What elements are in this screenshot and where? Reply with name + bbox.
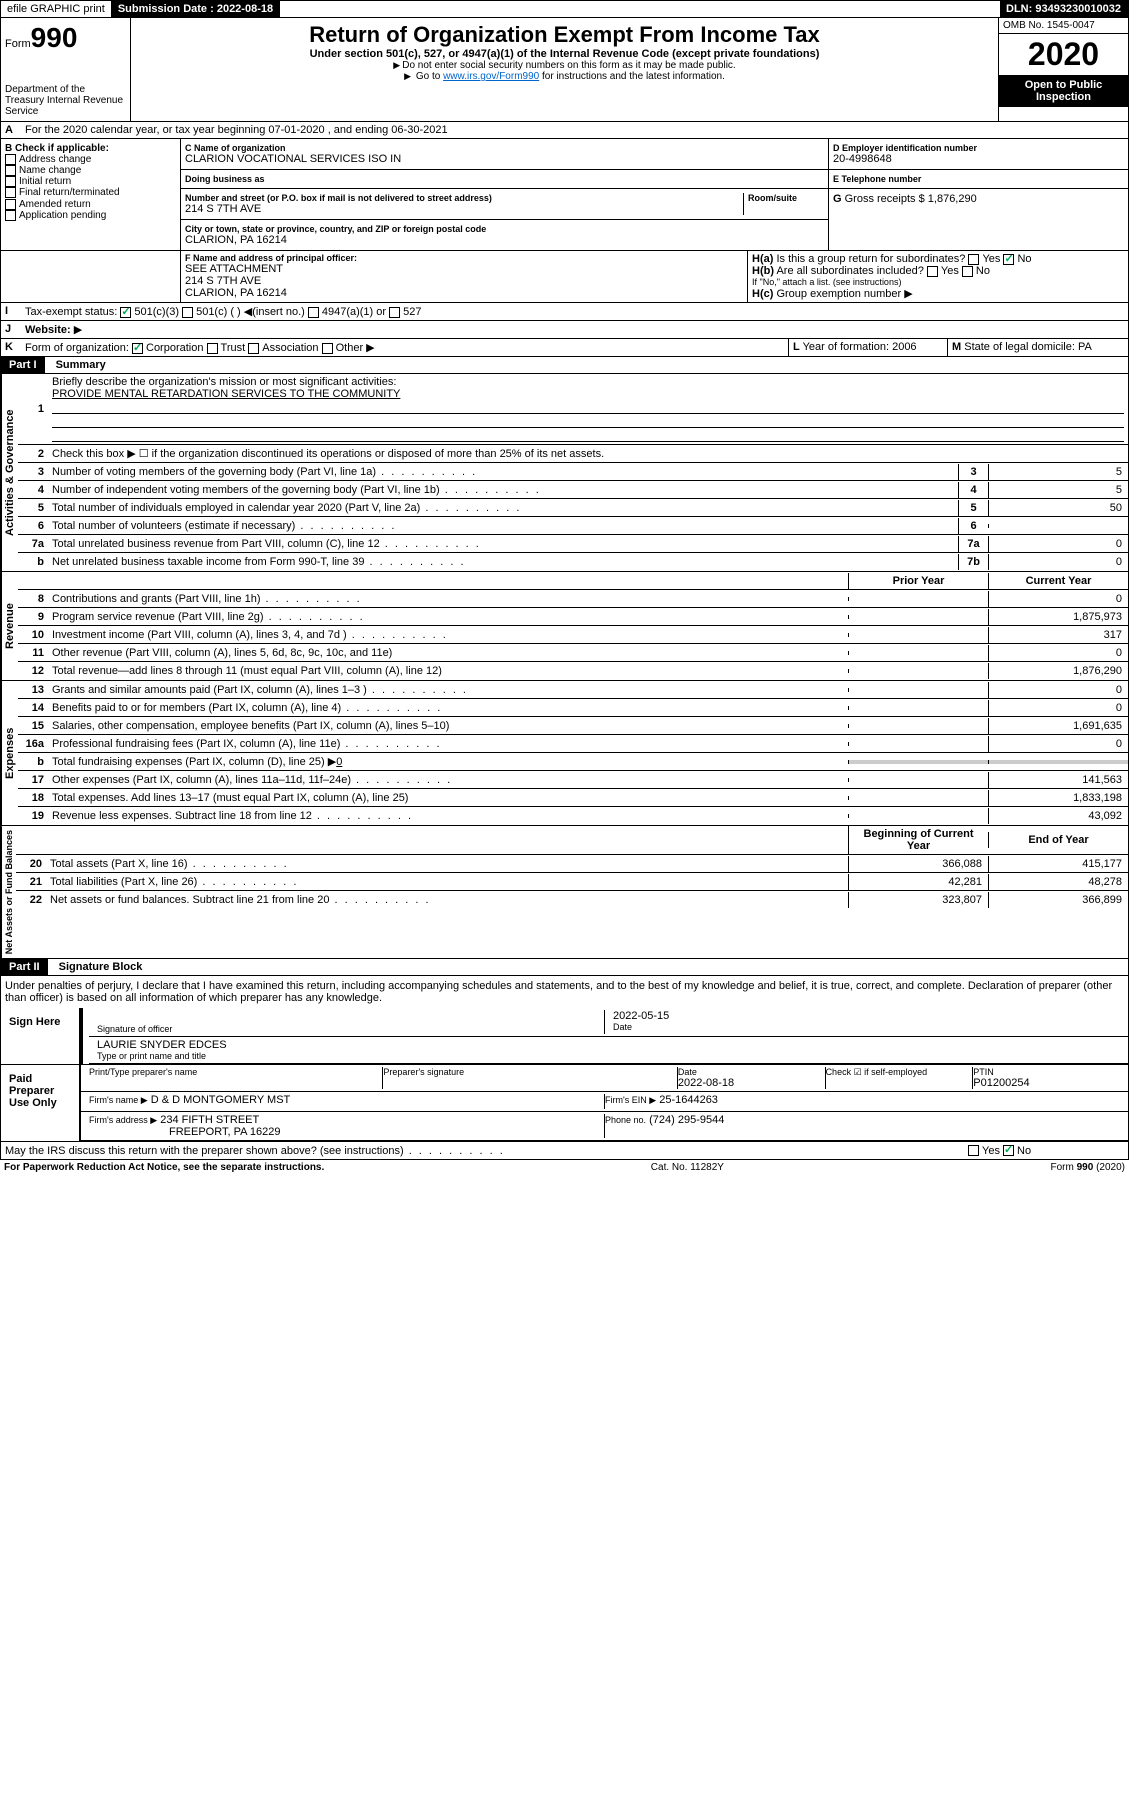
- state-domicile: PA: [1078, 341, 1092, 353]
- firm-phone: (724) 295-9544: [649, 1114, 724, 1126]
- org-address: 214 S 7TH AVE: [185, 203, 743, 215]
- l21-end: 48,278: [988, 874, 1128, 890]
- l15-cur: 1,691,635: [988, 718, 1128, 734]
- cb-other[interactable]: [322, 343, 333, 354]
- l6-val: [988, 524, 1128, 528]
- part1-activities: Activities & Governance 1 Briefly descri…: [0, 374, 1129, 572]
- cb-501c[interactable]: [182, 307, 193, 318]
- footer: For Paperwork Reduction Act Notice, see …: [0, 1160, 1129, 1175]
- ha-yes[interactable]: [968, 254, 979, 265]
- irs-link[interactable]: www.irs.gov/Form990: [443, 71, 539, 82]
- mission: PROVIDE MENTAL RETARDATION SERVICES TO T…: [52, 388, 1124, 400]
- l7b-val: 0: [988, 554, 1128, 570]
- dept-label: Department of the Treasury Internal Reve…: [5, 84, 126, 117]
- cb-501c3[interactable]: [120, 307, 131, 318]
- cb-app-pending[interactable]: [5, 210, 16, 221]
- hb-yes[interactable]: [927, 266, 938, 277]
- cb-assoc[interactable]: [248, 343, 259, 354]
- signature-section: Under penalties of perjury, I declare th…: [0, 976, 1129, 1160]
- form-number: 990: [31, 22, 78, 53]
- l12-cur: 1,876,290: [988, 663, 1128, 679]
- l14-cur: 0: [988, 700, 1128, 716]
- note-ssn: Do not enter social security numbers on …: [135, 60, 994, 71]
- cb-4947[interactable]: [308, 307, 319, 318]
- l22-end: 366,899: [988, 892, 1128, 908]
- l20-end: 415,177: [988, 856, 1128, 872]
- cb-address-change[interactable]: [5, 154, 16, 165]
- section-f-h: F Name and address of principal officer:…: [0, 251, 1129, 303]
- gross-receipts: 1,876,290: [928, 193, 977, 205]
- submission-date: Submission Date : 2022-08-18: [112, 1, 280, 17]
- tax-year: 2020: [999, 34, 1128, 75]
- part2-header: Part II Signature Block: [0, 959, 1129, 976]
- l16a-cur: 0: [988, 736, 1128, 752]
- discuss-yes[interactable]: [968, 1145, 979, 1156]
- l13-cur: 0: [988, 682, 1128, 698]
- l10-cur: 317: [988, 627, 1128, 643]
- topbar: efile GRAPHIC print Submission Date : 20…: [0, 0, 1129, 18]
- org-city: CLARION, PA 16214: [185, 234, 824, 246]
- part1-expenses: Expenses 13Grants and similar amounts pa…: [0, 681, 1129, 826]
- note-link: Go to www.irs.gov/Form990 for instructio…: [135, 71, 994, 82]
- l9-cur: 1,875,973: [988, 609, 1128, 625]
- section-j: J Website: ▶: [0, 321, 1129, 339]
- penalty-text: Under penalties of perjury, I declare th…: [1, 976, 1128, 1008]
- l19-cur: 43,092: [988, 808, 1128, 824]
- part1-revenue: Revenue Prior YearCurrent Year 8Contribu…: [0, 572, 1129, 681]
- open-public-label: Open to Public Inspection: [999, 75, 1128, 107]
- officer-name: SEE ATTACHMENT: [185, 263, 743, 275]
- l8-cur: 0: [988, 591, 1128, 607]
- l22-begin: 323,807: [848, 892, 988, 908]
- omb-number: OMB No. 1545-0047: [999, 18, 1128, 34]
- l18-cur: 1,833,198: [988, 790, 1128, 806]
- efile-label: efile GRAPHIC print: [1, 1, 112, 17]
- ptin: P01200254: [973, 1077, 1120, 1089]
- section-klm: K Form of organization: Corporation Trus…: [0, 339, 1129, 357]
- ha-no[interactable]: [1003, 254, 1014, 265]
- cb-amended[interactable]: [5, 199, 16, 210]
- firm-ein: 25-1644263: [659, 1094, 718, 1106]
- part1-header: Part I Summary: [0, 357, 1129, 374]
- l4-val: 5: [988, 482, 1128, 498]
- org-name: CLARION VOCATIONAL SERVICES ISO IN: [185, 153, 824, 165]
- section-b-g: B Check if applicable: Address change Na…: [0, 139, 1129, 251]
- form-label: Form: [5, 38, 31, 50]
- form-header: Form990 Department of the Treasury Inter…: [0, 18, 1129, 122]
- firm-name: D & D MONTGOMERY MST: [151, 1094, 291, 1106]
- l17-cur: 141,563: [988, 772, 1128, 788]
- dln: DLN: 93493230010032: [1000, 1, 1128, 17]
- officer-name-sig: LAURIE SNYDER EDCES: [97, 1039, 1120, 1051]
- l3-val: 5: [988, 464, 1128, 480]
- cb-final-return[interactable]: [5, 187, 16, 198]
- discuss-no[interactable]: [1003, 1145, 1014, 1156]
- l21-begin: 42,281: [848, 874, 988, 890]
- hb-no[interactable]: [962, 266, 973, 277]
- form-title: Return of Organization Exempt From Incom…: [135, 22, 994, 48]
- l11-cur: 0: [988, 645, 1128, 661]
- part1-netassets: Net Assets or Fund Balances Beginning of…: [0, 826, 1129, 959]
- firm-addr: 234 FIFTH STREET: [160, 1114, 259, 1126]
- l20-begin: 366,088: [848, 856, 988, 872]
- cb-initial-return[interactable]: [5, 176, 16, 187]
- line-a: A For the 2020 calendar year, or tax yea…: [0, 122, 1129, 139]
- section-i: I Tax-exempt status: 501(c)(3) 501(c) ( …: [0, 303, 1129, 321]
- cb-corp[interactable]: [132, 343, 143, 354]
- l7a-val: 0: [988, 536, 1128, 552]
- cb-527[interactable]: [389, 307, 400, 318]
- form-subtitle: Under section 501(c), 527, or 4947(a)(1)…: [135, 48, 994, 60]
- l5-val: 50: [988, 500, 1128, 516]
- cb-name-change[interactable]: [5, 165, 16, 176]
- year-formation: 2006: [892, 341, 916, 353]
- ein: 20-4998648: [833, 153, 1124, 165]
- cb-trust[interactable]: [207, 343, 218, 354]
